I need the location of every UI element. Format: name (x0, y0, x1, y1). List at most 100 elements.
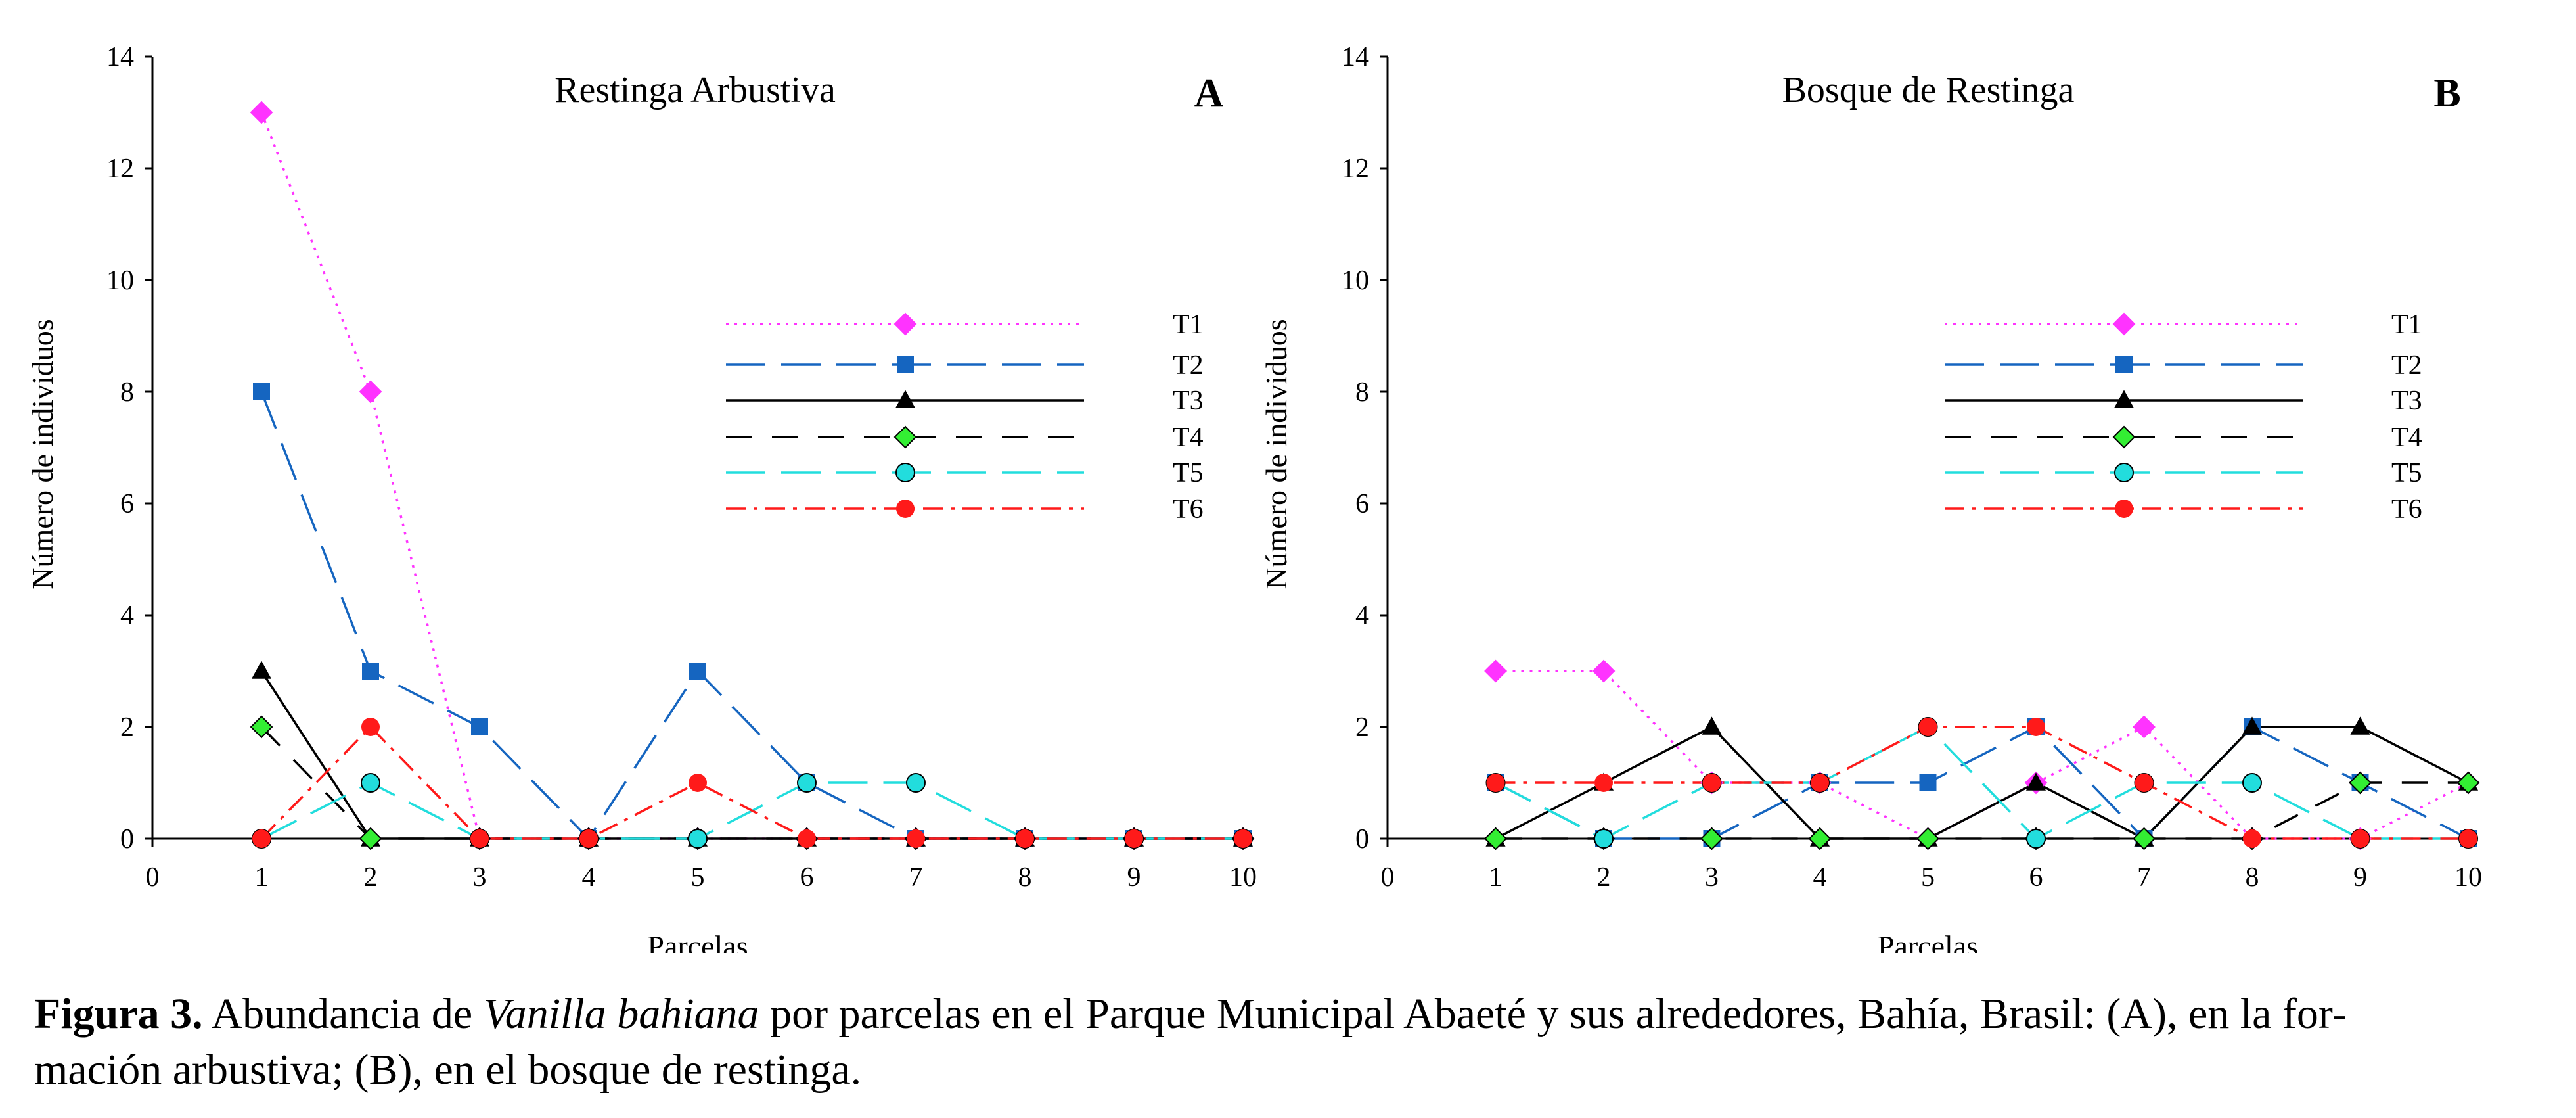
x-tick-label: 9 (1127, 862, 1141, 893)
data-point-t6 (798, 829, 816, 848)
data-point-t6 (579, 829, 598, 848)
data-point-t2 (689, 663, 706, 680)
data-point-t4 (1700, 827, 1723, 850)
data-point-t3 (1702, 716, 1722, 735)
x-tick-label: 6 (2029, 862, 2043, 893)
data-point-t4 (2349, 771, 2372, 795)
x-tick-label: 2 (364, 862, 378, 893)
y-tick-label: 4 (1355, 601, 1369, 631)
series-line-t1 (260, 112, 1243, 840)
series-line-t6 (1495, 726, 2468, 840)
y-tick-label: 10 (1342, 266, 1369, 296)
legend-marker-t5 (2114, 463, 2134, 482)
data-point-t5 (361, 773, 380, 793)
data-point-t6 (689, 774, 707, 792)
caption-label: Figura 3. (34, 990, 203, 1038)
legend-label-t2: T2 (1173, 350, 1204, 381)
series-line-t3 (260, 670, 1243, 840)
data-point-t6 (907, 829, 925, 848)
data-point-t6 (1125, 829, 1143, 848)
series-line-t5 (1495, 726, 2468, 840)
x-tick-label: 10 (2454, 862, 2482, 893)
data-point-t5 (688, 829, 708, 849)
data-point-t6 (2459, 829, 2477, 848)
data-point-t5 (2026, 829, 2046, 849)
data-point-t6 (361, 718, 380, 736)
y-tick-label: 0 (1355, 824, 1369, 854)
y-tick-label: 14 (1342, 42, 1369, 72)
x-axis-label: Parcelas (647, 929, 748, 953)
data-point-t2 (253, 383, 270, 400)
data-point-t6 (252, 829, 271, 848)
legend-marker-t5 (895, 463, 915, 482)
data-point-t5 (2242, 773, 2262, 793)
y-tick-label: 12 (1342, 154, 1369, 184)
data-point-t5 (797, 773, 817, 793)
legend-marker-t1 (893, 312, 917, 336)
data-point-t1 (359, 380, 382, 404)
caption-species: Vanilla bahiana (483, 990, 759, 1038)
x-tick-label: 1 (255, 862, 269, 893)
caption-text-line2: mación arbustiva; (B), en el bosque de r… (34, 1046, 862, 1094)
y-tick-label: 8 (120, 377, 134, 408)
legend-marker-t3 (895, 390, 916, 408)
y-tick-label: 2 (120, 712, 134, 743)
data-point-t1 (2133, 715, 2156, 739)
x-tick-label: 7 (2137, 862, 2151, 893)
data-point-t6 (1234, 829, 1252, 848)
y-tick-label: 14 (106, 42, 134, 72)
chart-title: Bosque de Restinga (1782, 70, 2075, 110)
data-point-t1 (1484, 659, 1507, 683)
series-line-t2 (260, 391, 1243, 840)
data-point-t6 (1016, 829, 1034, 848)
series-line-t6 (260, 726, 1243, 840)
legend-label-t1: T1 (1173, 310, 1204, 340)
legend-marker-t4 (2112, 425, 2136, 449)
panel-letter: B (2433, 71, 2460, 116)
legend-label-t2: T2 (2391, 350, 2422, 381)
series-line-t4 (260, 726, 1243, 840)
legend-label-t5: T5 (2391, 458, 2422, 488)
x-tick-label: 4 (1813, 862, 1827, 893)
legend-label-t3: T3 (1173, 386, 1204, 416)
data-point-t6 (1918, 718, 1937, 736)
x-axis-label: Parcelas (1878, 929, 1978, 953)
legend-label-t1: T1 (2391, 310, 2422, 340)
data-point-t6 (2351, 829, 2370, 848)
data-point-t3 (2350, 716, 2370, 735)
data-point-t1 (250, 101, 273, 124)
x-tick-label: 4 (582, 862, 596, 893)
x-tick-label: 9 (2353, 862, 2367, 893)
data-point-t4 (1808, 827, 1832, 850)
data-point-t2 (362, 663, 379, 680)
legend-marker-t4 (893, 425, 917, 449)
data-point-t4 (359, 827, 382, 850)
data-point-t3 (251, 661, 272, 679)
legend-marker-t6 (896, 500, 915, 518)
data-point-t3 (2025, 772, 2046, 791)
data-point-t3 (2242, 716, 2263, 735)
data-point-t6 (2027, 718, 2045, 736)
x-tick-label: 0 (1381, 862, 1395, 893)
x-tick-label: 5 (691, 862, 705, 893)
data-point-t6 (2243, 829, 2261, 848)
legend-marker-t2 (897, 356, 914, 373)
data-point-t6 (470, 829, 489, 848)
y-tick-label: 12 (106, 154, 134, 184)
legend-label-t4: T4 (1173, 423, 1204, 453)
x-tick-label: 3 (473, 862, 487, 893)
figure-caption: Figura 3. Abundancia de Vanilla bahiana … (34, 986, 2557, 1098)
legend-marker-t3 (2113, 390, 2135, 408)
data-point-t4 (2456, 771, 2480, 795)
legend-label-t6: T6 (2391, 494, 2422, 524)
legend-label-t4: T4 (2391, 423, 2422, 453)
data-point-t6 (1594, 774, 1613, 792)
legend-label-t5: T5 (1173, 458, 1204, 488)
data-point-t6 (1702, 774, 1721, 792)
y-axis-label: Número de individuos (26, 319, 59, 589)
y-tick-label: 2 (1355, 712, 1369, 743)
data-point-t4 (2133, 827, 2156, 850)
data-point-t5 (1594, 829, 1614, 849)
